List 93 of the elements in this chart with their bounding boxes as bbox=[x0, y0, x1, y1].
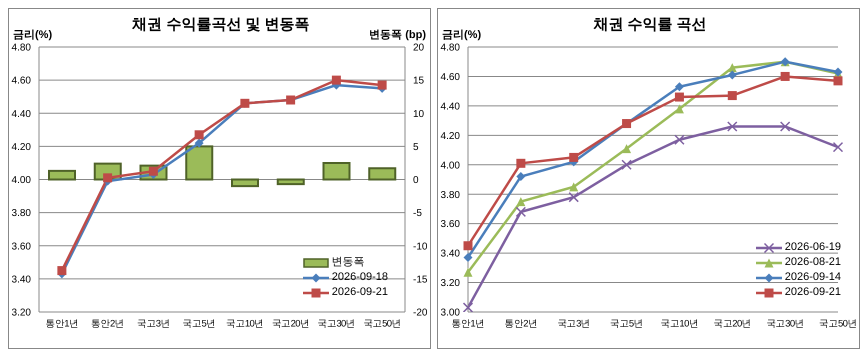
y-tick-label: 4.80 bbox=[440, 42, 460, 54]
point bbox=[674, 134, 685, 145]
point bbox=[194, 138, 204, 148]
y-tick-label: 4.20 bbox=[440, 130, 460, 142]
y-tick-label: 4.80 bbox=[12, 42, 32, 54]
point bbox=[569, 182, 578, 192]
point bbox=[728, 70, 737, 80]
bar bbox=[322, 162, 350, 180]
point bbox=[568, 192, 579, 202]
y-axis-title: 금리(%) bbox=[442, 28, 482, 42]
y-tick-label: 4.40 bbox=[12, 108, 32, 120]
x-tick-label: 통안1년 bbox=[452, 318, 484, 330]
point bbox=[332, 76, 341, 85]
bar bbox=[368, 167, 396, 180]
bar bbox=[231, 178, 259, 188]
point bbox=[464, 241, 472, 250]
y2-tick-label: 10 bbox=[413, 108, 425, 120]
y-axis-title: 금리(%) bbox=[13, 28, 52, 42]
bar bbox=[48, 170, 76, 180]
y-tick-label: 3.40 bbox=[12, 274, 32, 286]
y2-tick-label: -20 bbox=[413, 308, 428, 319]
chart-title: 채권 수익률 곡선 bbox=[593, 16, 707, 33]
y2-tick-label: 15 bbox=[413, 76, 425, 87]
x-tick-label: 국고50년 bbox=[363, 318, 401, 330]
x-tick-label: 국고10년 bbox=[660, 318, 698, 330]
y-tick-label: 3.40 bbox=[440, 248, 460, 260]
point bbox=[832, 142, 844, 152]
y2-tick-label: 0 bbox=[413, 175, 419, 186]
point bbox=[516, 206, 526, 218]
point bbox=[569, 152, 578, 162]
y-tick-label: 3.00 bbox=[440, 308, 460, 319]
point bbox=[516, 197, 526, 206]
y-tick-label: 4.40 bbox=[440, 101, 460, 112]
point bbox=[464, 253, 472, 262]
x-tick-label: 국고30년 bbox=[766, 318, 804, 330]
x-tick-label: 국고5년 bbox=[610, 318, 644, 330]
y2-tick-label: 20 bbox=[413, 42, 425, 54]
legend-label: 2026-09-18 bbox=[332, 270, 388, 285]
point bbox=[621, 160, 632, 170]
legend-label: 변동폭 bbox=[332, 255, 365, 270]
legend-label: 2026-08-21 bbox=[784, 255, 841, 270]
y-tick-label: 4.60 bbox=[440, 72, 460, 83]
x-tick-label: 국고10년 bbox=[226, 318, 264, 330]
x-tick-label: 국고50년 bbox=[819, 318, 857, 330]
bar bbox=[185, 145, 214, 180]
x-tick-label: 국고5년 bbox=[182, 318, 216, 330]
point bbox=[516, 158, 526, 168]
point bbox=[728, 63, 737, 72]
point bbox=[462, 302, 474, 312]
legend-label: 2026-09-21 bbox=[332, 285, 388, 300]
y-tick-label: 4.20 bbox=[12, 142, 32, 153]
point bbox=[622, 144, 632, 154]
y2-tick-label: -15 bbox=[413, 274, 428, 286]
legend-label: 2026-06-19 bbox=[784, 240, 841, 255]
x-tick-label: 통안2년 bbox=[91, 318, 124, 330]
point bbox=[464, 268, 472, 277]
point bbox=[378, 80, 387, 90]
x-tick-label: 국고20년 bbox=[713, 318, 752, 330]
y-tick-label: 4.60 bbox=[12, 76, 32, 87]
point bbox=[194, 130, 204, 140]
x-tick-label: 국고20년 bbox=[272, 318, 310, 330]
point bbox=[780, 72, 790, 81]
chart-title: 채권 수익률곡선 및 변동폭 bbox=[132, 16, 310, 33]
y-tick-label: 3.20 bbox=[12, 308, 32, 319]
y-tick-label: 3.60 bbox=[440, 219, 460, 230]
point bbox=[780, 121, 790, 132]
point bbox=[727, 121, 738, 132]
x-tick-label: 국고3년 bbox=[136, 318, 170, 330]
y-tick-label: 4.00 bbox=[12, 175, 32, 186]
y-tick-label: 3.80 bbox=[440, 190, 460, 201]
y2-tick-label: 5 bbox=[413, 142, 419, 153]
y-tick-label: 3.60 bbox=[12, 241, 32, 252]
x-tick-label: 국고30년 bbox=[318, 318, 356, 330]
point bbox=[57, 266, 66, 276]
point bbox=[103, 173, 112, 182]
y2-tick-label: -10 bbox=[413, 241, 428, 252]
y2-axis-title: 변동폭 (bp) bbox=[369, 28, 426, 42]
point bbox=[834, 76, 842, 86]
x-tick-label: 통안1년 bbox=[45, 318, 78, 330]
point bbox=[674, 82, 684, 92]
legend-label: 2026-09-21 bbox=[784, 285, 841, 300]
legend-label: 2026-09-14 bbox=[784, 270, 841, 285]
y2-tick-label: -5 bbox=[413, 208, 422, 220]
point bbox=[516, 172, 526, 182]
x-tick-label: 국고3년 bbox=[557, 318, 590, 330]
point bbox=[674, 92, 684, 102]
point bbox=[728, 91, 737, 100]
x-tick-label: 통안2년 bbox=[504, 318, 538, 330]
y-tick-label: 3.80 bbox=[12, 208, 32, 220]
y-tick-label: 4.00 bbox=[440, 160, 460, 172]
point bbox=[674, 104, 684, 114]
bar bbox=[276, 178, 305, 186]
y-tick-label: 3.20 bbox=[440, 278, 460, 290]
